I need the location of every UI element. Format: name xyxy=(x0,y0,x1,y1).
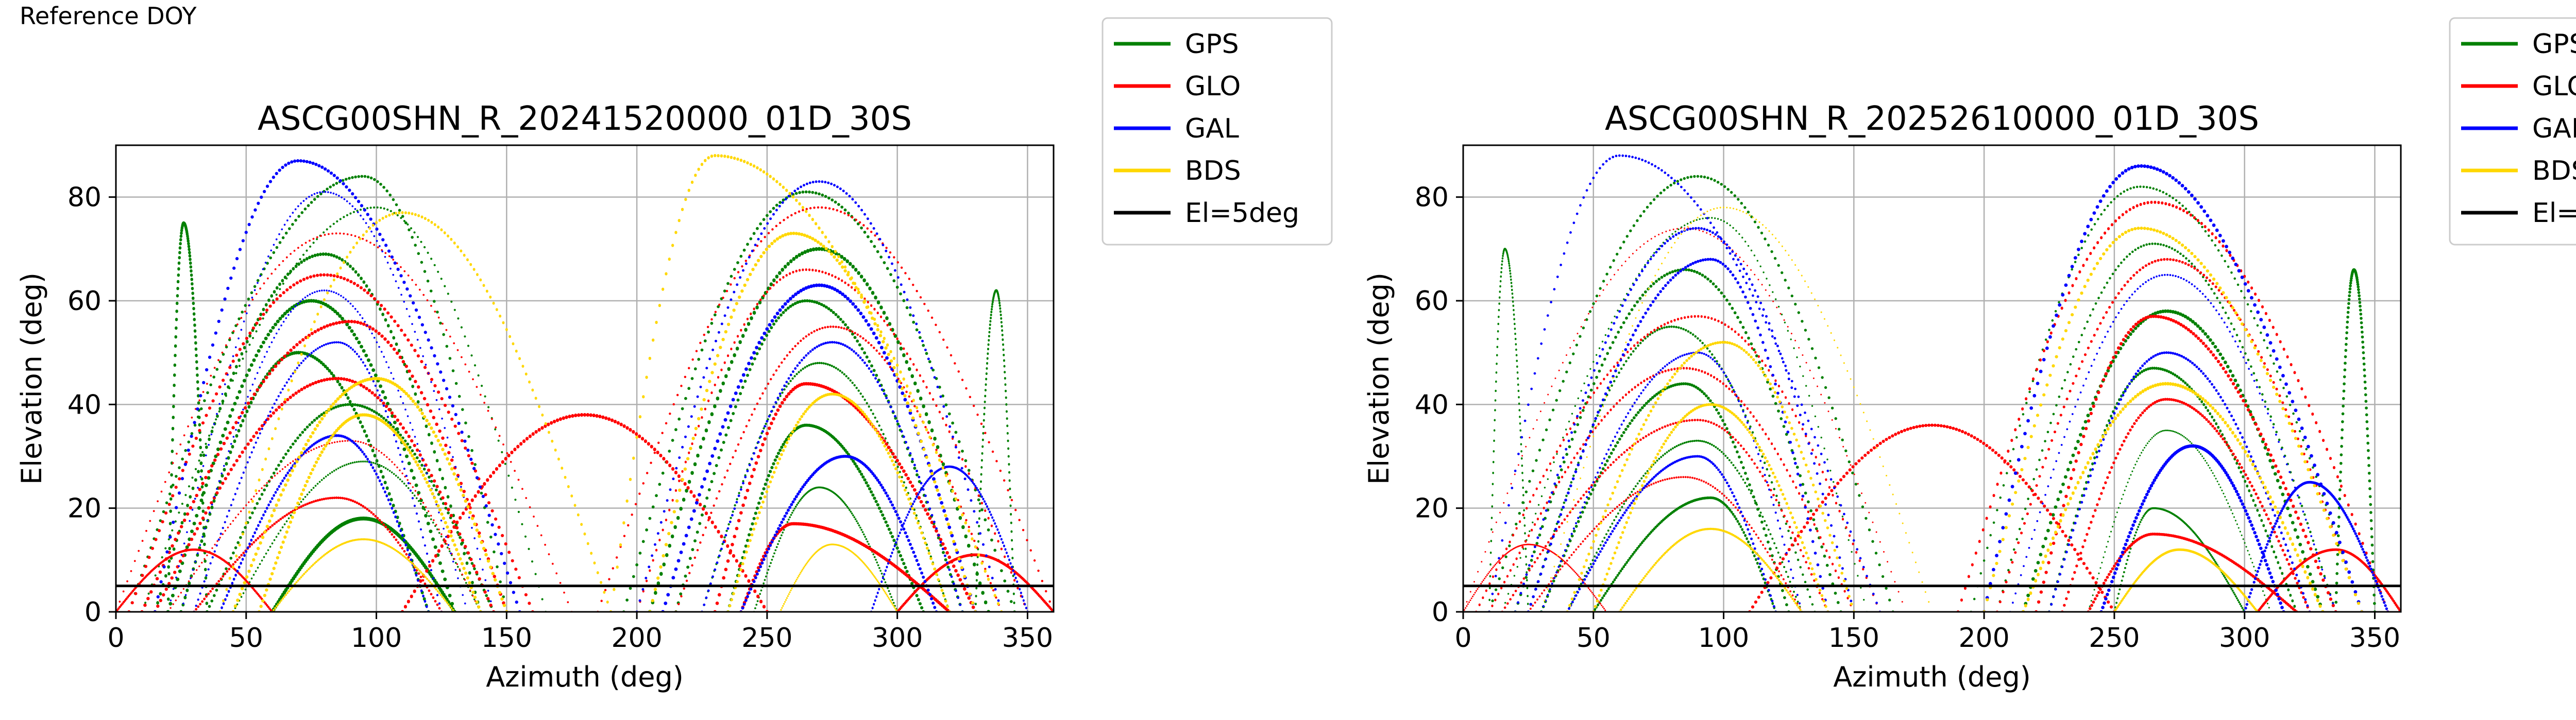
x-tick-label: 150 xyxy=(1828,623,1879,654)
satellite-pass-gps xyxy=(232,460,482,613)
x-tick-label: 350 xyxy=(2349,623,2400,654)
legend-label: El=5deg xyxy=(2532,198,2576,229)
satellite-pass-bds xyxy=(2022,382,2324,614)
legend: GPS GLO GAL BDS El=5deg xyxy=(2450,18,2576,245)
x-tick-label: 300 xyxy=(872,623,923,654)
chart-right: 0 50 100 150 200 250 300 350 0 20 40 60 80 ASCG00SHN_… xyxy=(1363,18,2576,693)
satellite-pass-glo xyxy=(636,268,1028,613)
y-tick-label: 0 xyxy=(84,597,101,628)
legend-label: GLO xyxy=(1185,71,1241,102)
x-tick-label: 50 xyxy=(229,623,263,654)
x-tick-label: 0 xyxy=(1454,623,1471,654)
x-tick-label: 100 xyxy=(1698,623,1749,654)
satellite-pass-bds xyxy=(2113,548,2259,613)
satellite-pass-gps xyxy=(1996,243,2337,613)
satellite-pass-glo xyxy=(1475,315,1881,613)
satellite-pass-glo xyxy=(401,413,769,614)
x-tick-label: 300 xyxy=(2219,623,2270,654)
x-tick-label: 200 xyxy=(1958,623,2009,654)
y-tick-label: 40 xyxy=(67,389,101,420)
satellite-pass-gps xyxy=(2048,367,2298,613)
y-tick-label: 0 xyxy=(1432,597,1449,628)
y-axis-label: Elevation (deg) xyxy=(1363,272,1395,485)
chart-left: 0 50 100 150 200 250 300 350 0 20 40 60 80 ASCG00SHN_… xyxy=(15,18,1332,693)
satellite-pass-glo xyxy=(1463,228,1907,613)
satellite-pass-gps xyxy=(1592,496,1777,613)
series-gal xyxy=(1488,155,2389,614)
x-tick-label: 250 xyxy=(2089,623,2140,654)
y-tick-label: 20 xyxy=(67,493,101,524)
series-bds xyxy=(1540,207,2363,613)
legend-label: BDS xyxy=(2532,156,2576,186)
legend-label: GAL xyxy=(1185,113,1239,144)
x-tick-label: 50 xyxy=(1577,623,1611,654)
axes-frame xyxy=(116,145,1054,612)
satellite-pass-gal xyxy=(2099,444,2285,614)
satellite-pass-glo xyxy=(1488,367,1855,613)
legend-label: El=5deg xyxy=(1185,198,1299,229)
y-tick-label: 80 xyxy=(67,182,101,213)
x-axis-label: Azimuth (deg) xyxy=(486,661,684,693)
satellite-pass-glo xyxy=(2256,548,2402,613)
satellite-pass-gps xyxy=(2113,507,2246,613)
x-axis-label: Azimuth (deg) xyxy=(1833,661,2031,693)
satellite-pass-gal xyxy=(2048,351,2311,613)
chart-title: ASCG00SHN_R_20252610000_01D_30S xyxy=(1605,100,2259,138)
satellite-pass-gps xyxy=(1488,248,1529,613)
x-tick-label: 200 xyxy=(611,623,662,654)
satellite-pass-glo xyxy=(597,207,1055,613)
y-tick-label: 20 xyxy=(1415,493,1449,524)
x-tick-label: 100 xyxy=(351,623,402,654)
satellite-pass-gps xyxy=(1488,175,1894,613)
y-tick-label: 60 xyxy=(67,286,101,317)
y-tick-label: 40 xyxy=(1415,389,1449,420)
legend-label: BDS xyxy=(1185,156,1241,186)
series-bds xyxy=(219,154,1003,613)
satellite-pass-bds xyxy=(271,538,455,613)
legend: GPS GLO GAL BDS El=5deg xyxy=(1103,18,1332,245)
satellite-pass-glo xyxy=(115,548,274,613)
plot-area xyxy=(1463,155,2402,614)
series-gps xyxy=(1488,175,2376,614)
legend-label: GPS xyxy=(1185,29,1239,60)
satellite-pass-gal xyxy=(2009,274,2337,613)
x-tick-label: 0 xyxy=(107,623,124,654)
satellite-pass-gal xyxy=(1982,164,2364,614)
series-gps xyxy=(128,175,1016,614)
satellite-pass-gps xyxy=(974,289,1015,613)
y-tick-label: 60 xyxy=(1415,286,1449,317)
legend-label: GPS xyxy=(2532,29,2576,60)
x-tick-label: 150 xyxy=(481,623,532,654)
y-axis-label: Elevation (deg) xyxy=(15,272,48,485)
satellite-pass-glo xyxy=(193,496,443,613)
chart-title: ASCG00SHN_R_20241520000_01D_30S xyxy=(258,100,912,138)
x-tick-label: 350 xyxy=(1002,623,1053,654)
x-tick-label: 250 xyxy=(741,623,792,654)
legend-label: GLO xyxy=(2532,71,2576,102)
legend-label: GAL xyxy=(2532,113,2576,144)
y-tick-label: 80 xyxy=(1415,182,1449,213)
satellite-pass-gps xyxy=(1501,217,1868,612)
plot-area xyxy=(115,154,1055,614)
gridlines xyxy=(116,145,1054,612)
